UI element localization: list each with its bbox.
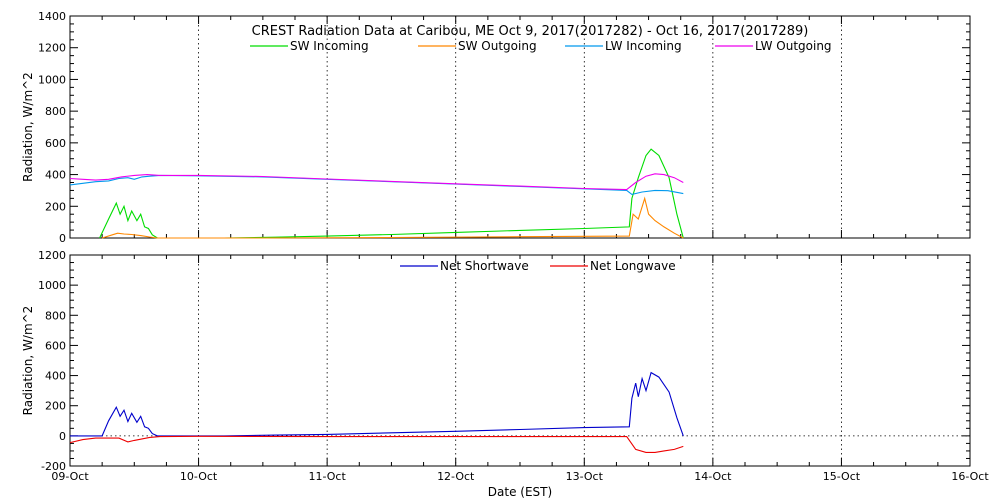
legend-label-lw-outgoing: LW Outgoing — [755, 39, 832, 53]
y-tick-label: 400 — [45, 370, 66, 383]
y-tick-label: 1000 — [38, 73, 66, 86]
series-line-sw-incoming — [99, 148, 684, 239]
y-tick-label: 0 — [59, 232, 66, 245]
y-tick-label: 600 — [45, 339, 66, 352]
plot-frame — [69, 254, 971, 467]
y-tick-label: 600 — [45, 137, 66, 150]
series-line-net-shortwave — [70, 371, 684, 437]
x-tick-label: 13-Oct — [566, 470, 604, 483]
series-line-lw-outgoing — [69, 173, 684, 191]
y-tick-label: 200 — [45, 400, 66, 413]
y-axis-label: Radiation, W/m^2 — [21, 72, 35, 182]
y-tick-label: 400 — [45, 169, 66, 182]
legend-label-net-longwave: Net Longwave — [590, 259, 676, 273]
series-line-lw-incoming — [69, 174, 684, 195]
x-tick-label: 10-Oct — [180, 470, 218, 483]
bottom-panel: -200 0 200 400 600 800 1000 1200 Radiation, W/m^… — [21, 249, 989, 499]
legend-label-net-shortwave: Net Shortwave — [440, 259, 529, 273]
plot-frame — [69, 15, 971, 239]
x-tick-label: 14-Oct — [694, 470, 732, 483]
y-tick-label: 1200 — [38, 249, 66, 262]
series-line-net-longwave — [69, 435, 684, 453]
x-tick-label: 12-Oct — [437, 470, 475, 483]
legend-label-sw-incoming: SW Incoming — [290, 39, 369, 53]
y-tick-label: 1400 — [38, 10, 66, 23]
y-tick-label: 800 — [45, 105, 66, 118]
y-tick-label: 1200 — [38, 42, 66, 55]
chart-title: CREST Radiation Data at Caribou, ME Oct … — [252, 24, 809, 39]
y-tick-label: 800 — [45, 309, 66, 322]
top-panel: 0 200 400 600 800 1000 1200 1400 Radiation, W/m^… — [21, 10, 971, 245]
x-tick-label: 15-Oct — [823, 470, 861, 483]
x-tick-label: 09-Oct — [51, 470, 89, 483]
series-line-sw-outgoing — [101, 196, 684, 239]
y-axis-label: Radiation, W/m^2 — [21, 306, 35, 416]
y-tick-label: 200 — [45, 200, 66, 213]
x-tick-label: 11-Oct — [308, 470, 346, 483]
legend-label-sw-outgoing: SW Outgoing — [458, 39, 537, 53]
y-tick-label: 0 — [59, 430, 66, 443]
x-axis-label: Date (EST) — [488, 485, 552, 499]
x-tick-label: 16-Oct — [951, 470, 989, 483]
y-tick-label: -200 — [41, 460, 66, 473]
y-tick-label: 1000 — [38, 279, 66, 292]
legend-label-lw-incoming: LW Incoming — [605, 39, 682, 53]
